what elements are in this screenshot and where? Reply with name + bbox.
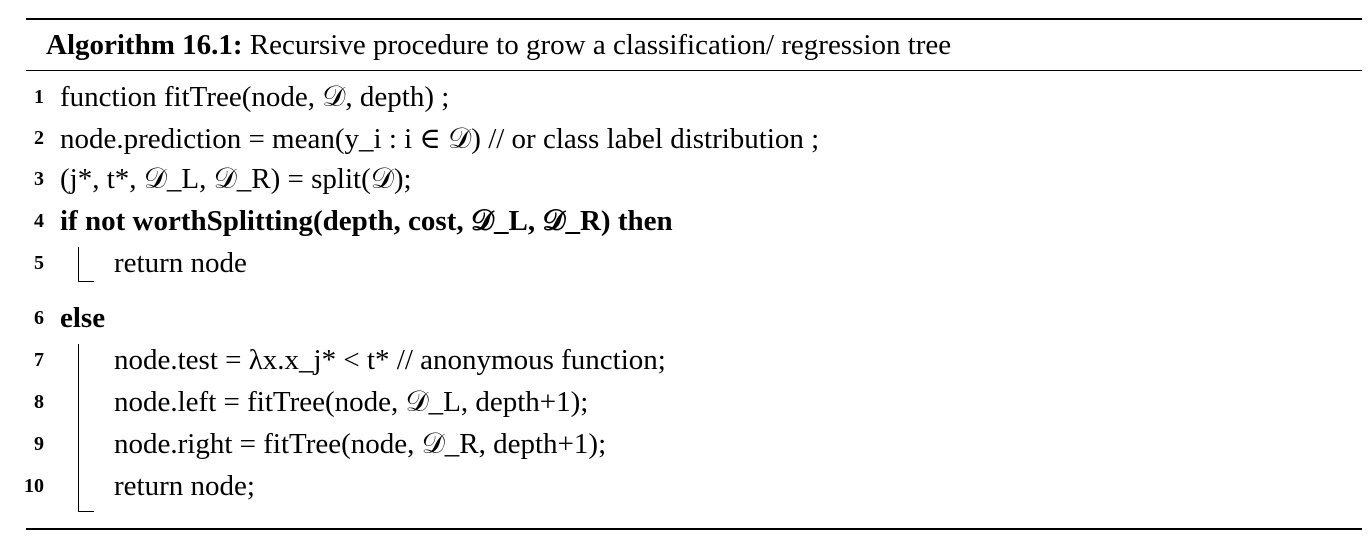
line-number: 9 [34, 432, 44, 455]
line-text: node.prediction = mean(y_i : i ∈ 𝒟) // o… [60, 122, 820, 155]
line-number: 7 [34, 348, 44, 371]
block-bar [78, 247, 79, 281]
line-text: if not worthSplitting(depth, cost, 𝒟_L, … [60, 204, 673, 237]
line-number: 10 [24, 474, 44, 497]
line-text: return node; [114, 469, 255, 502]
line-number: 5 [34, 251, 44, 274]
line-text: node.test = λx.x_j* < t* // anonymous fu… [114, 343, 666, 376]
algorithm-caption: Algorithm 16.1: Recursive procedure to g… [26, 20, 1362, 70]
line-text: node.right = fitTree(node, 𝒟_R, depth+1)… [114, 427, 607, 460]
line-number: 3 [34, 167, 44, 190]
line-text: return node [114, 246, 247, 279]
line-number: 2 [34, 126, 44, 149]
algorithm-box: Algorithm 16.1: Recursive procedure to g… [24, 18, 1362, 531]
bottom-rule [26, 528, 1362, 530]
line-number: 1 [34, 85, 44, 108]
block-foot [78, 511, 94, 512]
algorithm-title: Recursive procedure to grow a classifica… [249, 28, 952, 61]
top-rule [26, 18, 1362, 20]
block-foot [78, 281, 94, 282]
line-text: (j*, t*, 𝒟_L, 𝒟_R) = split(𝒟); [60, 162, 412, 195]
line-text: function fitTree(node, 𝒟, depth) ; [60, 80, 450, 113]
line-number: 8 [34, 390, 44, 413]
line-number: 4 [34, 209, 44, 232]
algorithm-label: Algorithm 16.1: [46, 28, 243, 61]
line-number: 6 [34, 306, 44, 329]
header-rule [26, 70, 1362, 71]
algorithm-body: 1 function fitTree(node, 𝒟, depth) ; 2 n… [24, 71, 1362, 531]
line-text: else [60, 301, 106, 334]
block-bar [78, 344, 79, 511]
line-text: node.left = fitTree(node, 𝒟_L, depth+1); [114, 385, 589, 418]
